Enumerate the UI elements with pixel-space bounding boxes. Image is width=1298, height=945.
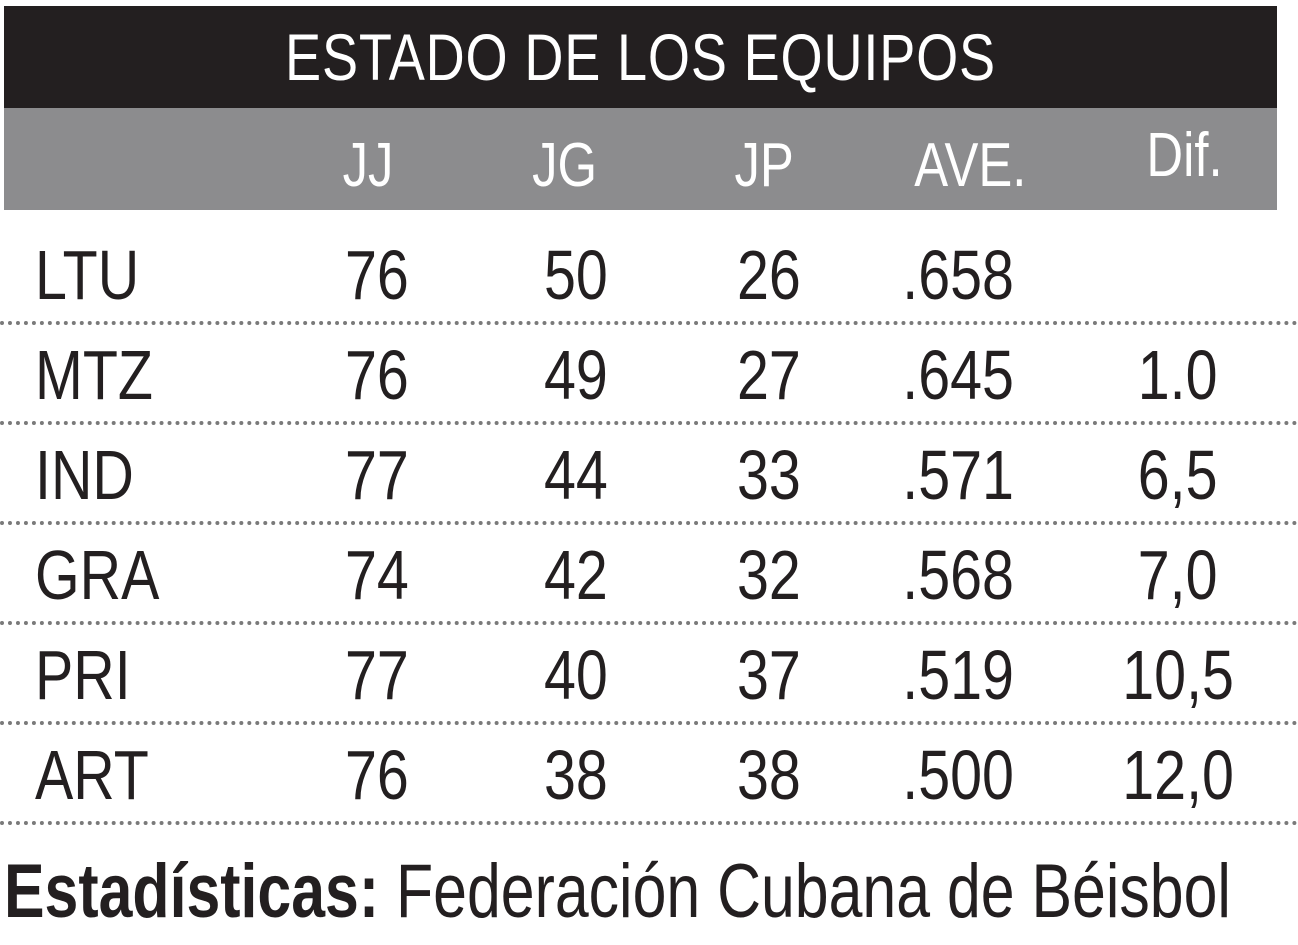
table-title: ESTADO DE LOS EQUIPOS (285, 20, 996, 94)
cell-dif: 10,5 (1122, 636, 1234, 714)
source-footer: Estadísticas: Federación Cubana de Béisb… (4, 848, 1294, 938)
table-row: GRA 74 42 32 .568 7,0 (0, 525, 1298, 625)
cell-jp: 33 (737, 436, 801, 514)
team-name: LTU (35, 236, 140, 314)
team-name: ART (35, 736, 149, 814)
cell-dif (1078, 235, 1278, 315)
cell-ave: .568 (902, 536, 1014, 614)
cell-jj: 76 (345, 336, 409, 414)
team-name: GRA (35, 536, 160, 614)
team-name: PRI (35, 636, 131, 714)
cell-jp: 32 (737, 536, 801, 614)
cell-ave: .658 (902, 236, 1014, 314)
table-row: ART 76 38 38 .500 12,0 (0, 725, 1298, 825)
column-header-bar: JJ JG JP AVE. Dif. (4, 108, 1277, 210)
cell-jg: 44 (544, 436, 608, 514)
table-row: PRI 77 40 37 .519 10,5 (0, 625, 1298, 725)
cell-ave: .519 (902, 636, 1014, 714)
column-header-jj: JJ (342, 131, 394, 200)
cell-dif: 6,5 (1138, 436, 1218, 514)
team-name: MTZ (35, 336, 153, 414)
cell-ave: .500 (902, 736, 1014, 814)
cell-jg: 42 (544, 536, 608, 614)
cell-ave: .645 (902, 336, 1014, 414)
cell-jp: 38 (737, 736, 801, 814)
team-name: IND (35, 436, 134, 514)
cell-jg: 38 (544, 736, 608, 814)
cell-ave: .571 (902, 436, 1014, 514)
column-header-dif: Dif. (1145, 121, 1223, 190)
cell-dif: 1.0 (1138, 336, 1218, 414)
cell-jp: 37 (737, 636, 801, 714)
cell-jj: 74 (345, 536, 409, 614)
cell-jj: 76 (345, 236, 409, 314)
table-row: MTZ 76 49 27 .645 1.0 (0, 325, 1298, 425)
cell-dif: 7,0 (1138, 536, 1218, 614)
column-header-jp: JP (734, 131, 794, 200)
cell-jj: 76 (345, 736, 409, 814)
source-label: Estadísticas: (4, 849, 380, 934)
cell-dif: 12,0 (1122, 736, 1234, 814)
cell-jj: 77 (345, 436, 409, 514)
cell-jp: 26 (737, 236, 801, 314)
table-row: LTU 76 50 26 .658 (0, 225, 1298, 325)
column-header-jg: JG (532, 131, 598, 200)
column-header-ave: AVE. (913, 131, 1027, 200)
source-text: Federación Cubana de Béisbol (396, 849, 1231, 934)
cell-jp: 27 (737, 336, 801, 414)
cell-jg: 49 (544, 336, 608, 414)
cell-jg: 50 (544, 236, 608, 314)
cell-jg: 40 (544, 636, 608, 714)
table-row: IND 77 44 33 .571 6,5 (0, 425, 1298, 525)
cell-jj: 77 (345, 636, 409, 714)
table-title-bar: ESTADO DE LOS EQUIPOS (4, 6, 1277, 108)
